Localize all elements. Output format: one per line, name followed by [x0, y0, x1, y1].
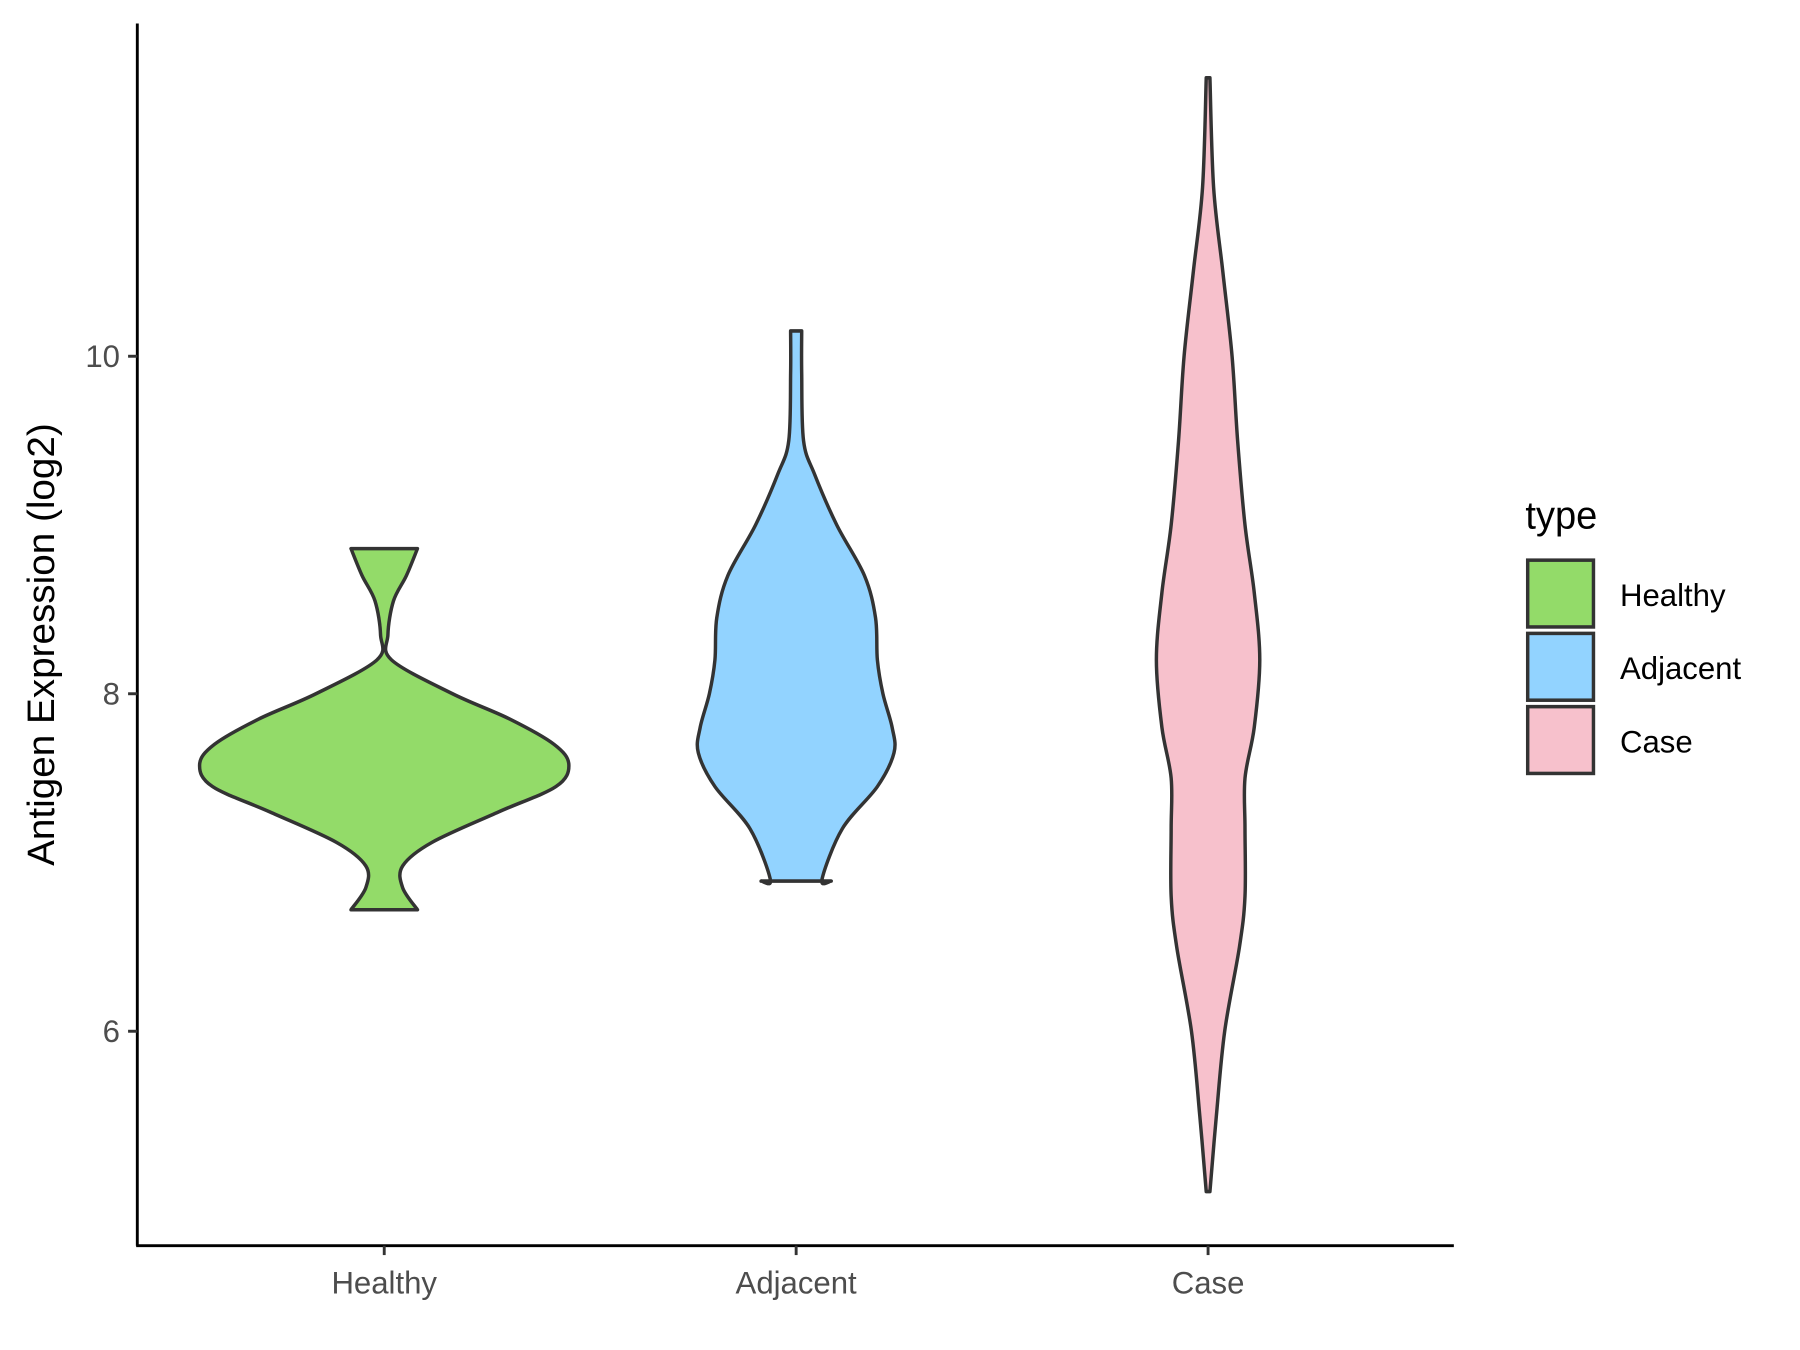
x-tick-label: Case	[1172, 1266, 1245, 1301]
violins	[197, 76, 1262, 1194]
legend-title: type	[1525, 494, 1597, 537]
legend-label: Healthy	[1620, 578, 1726, 613]
legend-label: Case	[1620, 724, 1693, 759]
x-tick-label: Adjacent	[736, 1266, 857, 1301]
violin-healthy	[197, 546, 571, 912]
y-tick-label: 6	[103, 1014, 120, 1049]
legend-label: Adjacent	[1620, 651, 1741, 686]
y-tick-label: 8	[103, 676, 120, 711]
legend: Healthy Adjacent Case	[1525, 558, 1741, 776]
violin-adjacent	[695, 329, 897, 886]
legend-swatch-healthy	[1525, 558, 1596, 629]
y-tick-label: 10	[85, 339, 120, 374]
y-ticks: 6 8 10	[85, 339, 138, 1049]
x-ticks: Healthy Adjacent Case	[331, 1245, 1245, 1301]
violin-case	[1154, 76, 1262, 1194]
x-tick-label: Healthy	[331, 1266, 437, 1301]
legend-swatch-case	[1525, 704, 1596, 776]
legend-swatch-adjacent	[1525, 631, 1596, 702]
y-axis-label: Antigen Expression (log2)	[20, 423, 63, 866]
